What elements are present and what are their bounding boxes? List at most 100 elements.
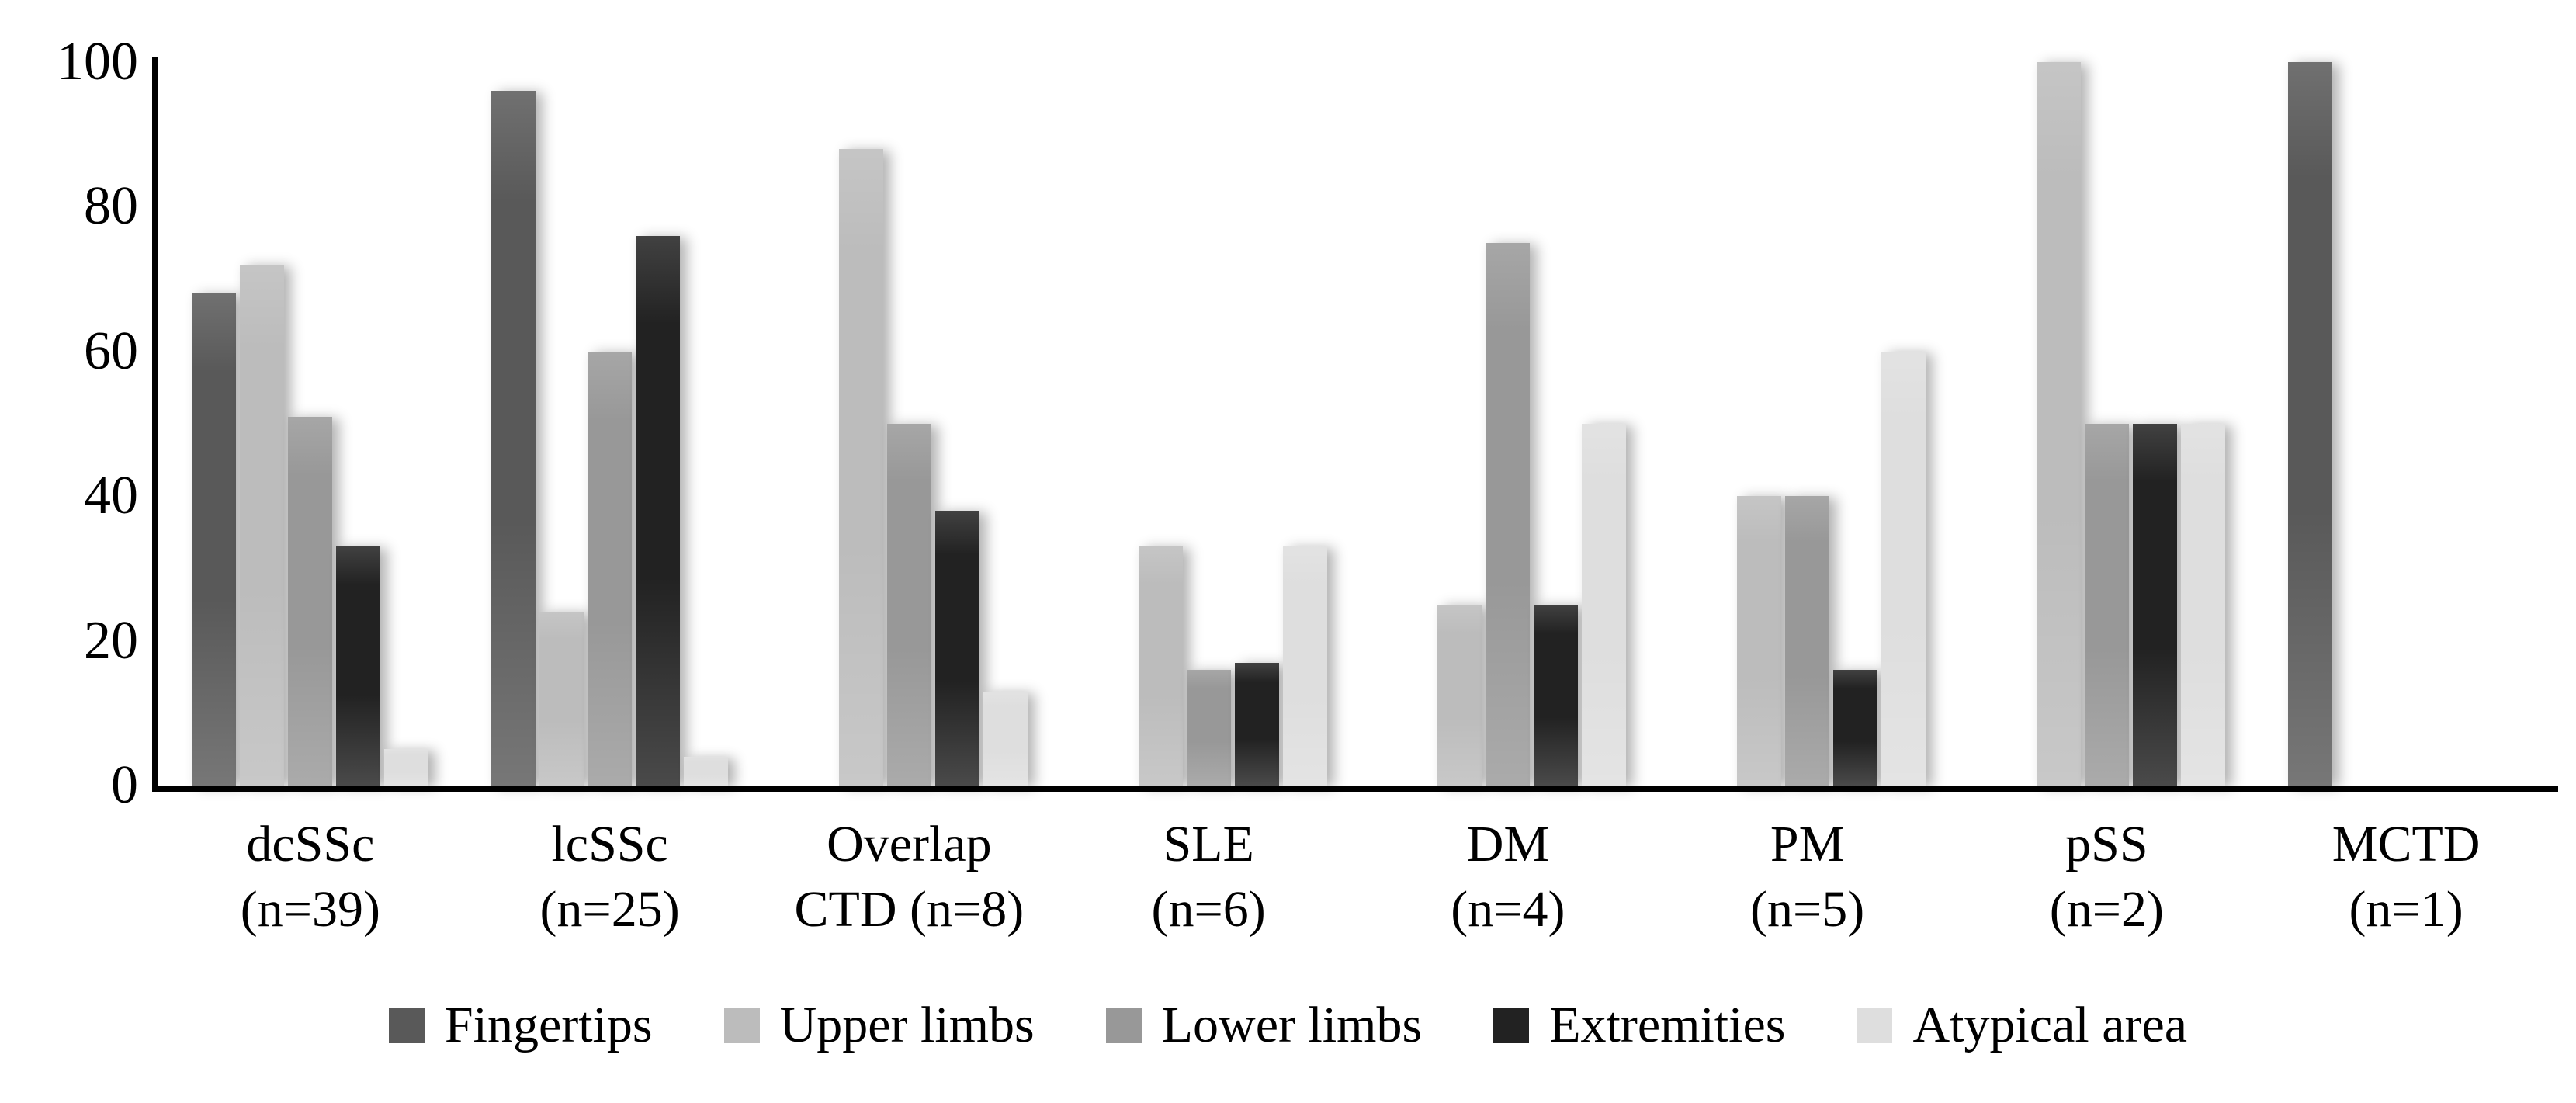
x-category-label: DM (n=4) — [1358, 812, 1658, 942]
legend-label: Fingertips — [444, 997, 653, 1053]
bar-group-sle — [1059, 62, 1358, 786]
bar-slot — [789, 62, 837, 786]
bar-slot — [335, 62, 383, 786]
y-tick-label: 0 — [111, 755, 138, 815]
bar-slot — [634, 62, 682, 786]
x-axis-line — [152, 786, 2558, 792]
bar-atypical-area — [1582, 424, 1627, 786]
bar-extremities — [2132, 424, 2177, 786]
y-tick-label: 40 — [84, 466, 138, 526]
y-tick-label: 100 — [57, 32, 138, 92]
plot-area — [161, 62, 2556, 786]
y-tick-label: 60 — [84, 321, 138, 381]
bar-atypical-area — [2180, 424, 2225, 786]
legend-swatch-icon — [1493, 1008, 1530, 1043]
bar-group-mctd — [2256, 62, 2556, 786]
y-tick-label: 20 — [84, 610, 138, 671]
legend-label: Atypical area — [1912, 997, 2188, 1053]
bar-slot — [2034, 62, 2082, 786]
bar-slot — [2382, 62, 2430, 786]
x-category-label-line2: (n=25) — [539, 881, 680, 938]
x-category-label-line2: CTD (n=8) — [794, 881, 1025, 938]
x-category-label-line1: DM — [1466, 816, 1550, 872]
bar-upper-limbs — [838, 148, 883, 786]
x-category-label-line2: (n=5) — [1750, 881, 1865, 938]
x-category-label-line2: (n=2) — [2049, 881, 2164, 938]
bar-lower-limbs — [1785, 496, 1830, 786]
legend-item-extremities: Extremities — [1493, 1000, 1785, 1051]
x-category-label: dcSSc (n=39) — [161, 812, 460, 942]
bar-slot — [1687, 62, 1735, 786]
x-category-label-line2: (n=1) — [2349, 881, 2463, 938]
x-category-label: SLE (n=6) — [1059, 812, 1358, 942]
bar-slot — [238, 62, 286, 786]
x-axis-category-labels: dcSSc (n=39) lcSSc (n=25) Overlap CTD (n=8) SL… — [161, 812, 2556, 942]
bar-upper-limbs — [1138, 546, 1183, 786]
bar-slot — [837, 62, 885, 786]
bar-slot — [2286, 62, 2334, 786]
legend: Fingertips Upper limbs Lower limbs Extremit… — [0, 1000, 2576, 1051]
bar-slot — [2179, 62, 2227, 786]
bar-extremities — [1234, 662, 1279, 786]
bar-group-pm — [1658, 62, 1957, 786]
bar-extremities — [1534, 605, 1579, 786]
bar-slot — [981, 62, 1029, 786]
bar-slot — [1580, 62, 1628, 786]
bar-slot — [1388, 62, 1436, 786]
bar-slot — [383, 62, 431, 786]
legend-item-fingertips: Fingertips — [388, 997, 653, 1053]
bar-slot — [1088, 62, 1136, 786]
bar-group-dcssc — [161, 62, 460, 786]
x-category-label-line1: Overlap — [827, 816, 992, 872]
x-category-label: lcSSc (n=25) — [460, 812, 760, 942]
bar-slot — [1281, 62, 1329, 786]
bar-slot — [1784, 62, 1832, 786]
bar-fingertips — [2287, 62, 2332, 786]
bar-slot — [2130, 62, 2179, 786]
bar-slot — [1880, 62, 1928, 786]
bar-lower-limbs — [886, 424, 931, 786]
bar-group-pss — [1957, 62, 2257, 786]
bar-extremities — [336, 546, 381, 786]
x-category-label-line1: pSS — [2065, 816, 2148, 872]
bar-group-lcssc — [460, 62, 760, 786]
y-tick-label: 80 — [84, 176, 138, 237]
legend-swatch-icon — [1857, 1008, 1893, 1043]
x-category-label: Overlap CTD (n=8) — [760, 812, 1059, 942]
legend-swatch-icon — [388, 1008, 425, 1043]
bar-slot — [490, 62, 538, 786]
bar-slot — [286, 62, 335, 786]
bar-upper-limbs — [240, 264, 285, 786]
bar-slot — [1735, 62, 1784, 786]
legend-item-atypical-area: Atypical area — [1857, 1000, 2187, 1051]
bar-slot — [1233, 62, 1281, 786]
y-axis-line — [152, 57, 158, 792]
bar-slot — [1484, 62, 1532, 786]
x-category-label: PM (n=5) — [1658, 812, 1957, 942]
bar-group-dm — [1358, 62, 1658, 786]
bar-extremities — [636, 235, 681, 786]
legend-swatch-icon — [1105, 1008, 1142, 1043]
bar-atypical-area — [684, 756, 729, 786]
bar-atypical-area — [384, 749, 429, 786]
bar-slot — [1832, 62, 1880, 786]
bar-lower-limbs — [288, 416, 333, 786]
bar-extremities — [1833, 669, 1878, 786]
legend-item-upper-limbs: Upper limbs — [723, 1000, 1035, 1051]
bar-slot — [682, 62, 730, 786]
bar-fingertips — [491, 91, 536, 786]
x-category-label-line2: (n=6) — [1151, 881, 1266, 938]
bar-slot — [586, 62, 634, 786]
bar-slot — [2430, 62, 2478, 786]
bar-upper-limbs — [2036, 62, 2081, 786]
bar-slot — [2334, 62, 2382, 786]
bar-slot — [1136, 62, 1184, 786]
legend-swatch-icon — [723, 1008, 760, 1043]
bar-extremities — [934, 510, 979, 786]
legend-item-lower-limbs: Lower limbs — [1105, 1000, 1422, 1051]
bar-slot — [933, 62, 981, 786]
x-category-label-line1: MCTD — [2332, 816, 2481, 872]
legend-label: Extremities — [1549, 997, 1786, 1053]
bar-atypical-area — [983, 691, 1028, 786]
